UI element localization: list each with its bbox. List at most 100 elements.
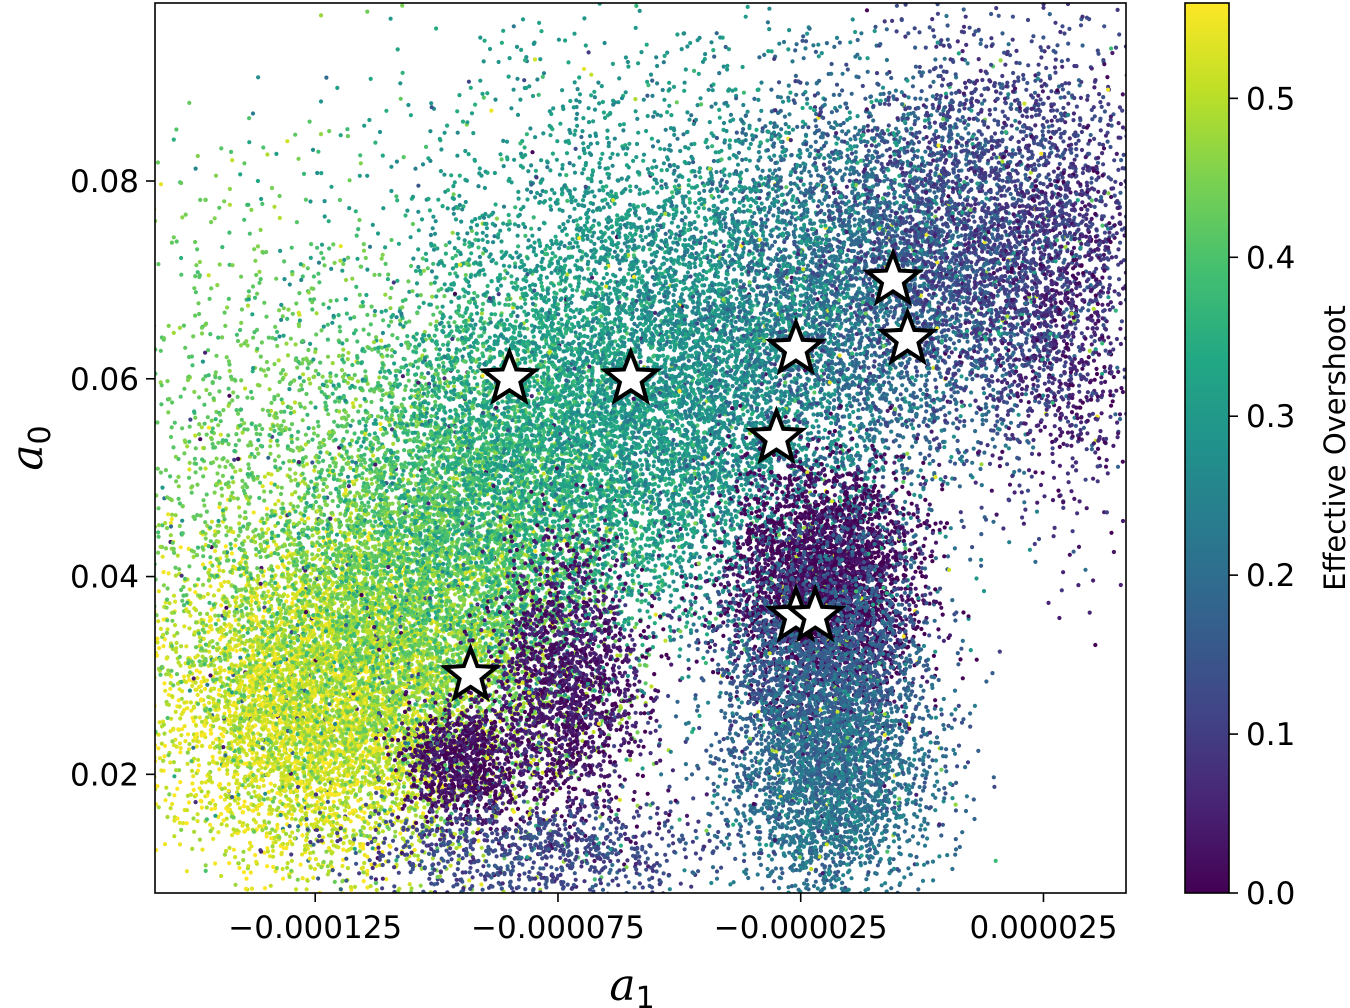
scatter-point <box>294 817 298 821</box>
scatter-point <box>145 731 149 735</box>
scatter-point <box>266 589 270 593</box>
scatter-point <box>329 759 333 763</box>
scatter-point <box>179 545 183 549</box>
scatter-point <box>294 751 298 755</box>
scatter-point <box>131 625 135 629</box>
scatter-point <box>241 810 245 814</box>
scatter-point <box>158 756 162 760</box>
scatter-point <box>351 753 355 757</box>
scatter-point <box>211 837 215 841</box>
scatter-point <box>351 788 355 792</box>
scatter-point <box>186 732 190 736</box>
scatter-point <box>374 821 378 825</box>
scatter-point <box>175 672 179 676</box>
scatter-point <box>216 618 220 622</box>
scatter-point <box>199 689 203 693</box>
scatter-point <box>206 630 210 634</box>
scatter-point <box>398 896 402 900</box>
scatter-point <box>161 644 165 648</box>
scatter-point <box>238 755 242 759</box>
scatter-point <box>343 902 347 906</box>
scatter-point <box>238 656 242 660</box>
scatter-point <box>213 814 217 818</box>
scatter-point <box>383 809 387 813</box>
scatter-point <box>125 793 129 797</box>
scatter-point <box>208 584 212 588</box>
scatter-point <box>188 614 192 618</box>
scatter-point <box>247 783 251 787</box>
scatter-point <box>176 554 180 558</box>
scatter-point <box>284 783 288 787</box>
scatter-point <box>163 842 167 846</box>
scatter-point <box>47 630 51 634</box>
scatter-point <box>233 855 237 859</box>
scatter-point <box>168 601 172 605</box>
scatter-point <box>254 615 258 619</box>
scatter-point <box>234 644 238 648</box>
scatter-point <box>200 733 204 737</box>
scatter-point <box>311 595 315 599</box>
scatter-point <box>211 741 215 745</box>
scatter-point <box>286 594 290 598</box>
scatter-point <box>333 766 337 770</box>
scatter-point <box>142 653 146 657</box>
scatter-point <box>395 797 399 801</box>
scatter-point <box>288 834 292 838</box>
scatter-point <box>197 763 201 767</box>
scatter-point <box>227 861 231 865</box>
scatter-point <box>288 748 292 752</box>
scatter-point <box>173 623 177 627</box>
scatter-point <box>235 649 239 653</box>
scatter-point <box>196 769 200 773</box>
scatter-point <box>194 724 198 728</box>
scatter-point <box>290 601 294 605</box>
scatter-point <box>325 617 329 621</box>
scatter-point <box>227 789 231 793</box>
scatter-point <box>175 816 179 820</box>
scatter-point <box>178 687 182 691</box>
scatter-point <box>377 616 381 620</box>
scatter-point <box>246 791 250 795</box>
scatter-point <box>251 809 255 813</box>
scatter-point <box>220 822 224 826</box>
scatter-point <box>227 782 231 786</box>
scatter-point <box>261 615 265 619</box>
scatter-point <box>191 816 195 820</box>
scatter-point <box>309 893 313 897</box>
scatter-point <box>269 782 273 786</box>
scatter-point <box>211 697 215 701</box>
scatter-point <box>172 774 176 778</box>
scatter-point <box>212 593 216 597</box>
scatter-point <box>281 829 285 833</box>
scatter-point <box>234 711 238 715</box>
scatter-point <box>121 665 125 669</box>
scatter-point <box>288 895 292 899</box>
scatter-point <box>263 766 267 770</box>
scatter-point <box>190 847 194 851</box>
scatter-point <box>245 823 249 827</box>
scatter-point <box>250 599 254 603</box>
scatter-point <box>143 668 147 672</box>
scatter-point <box>189 700 193 704</box>
scatter-point <box>219 732 223 736</box>
scatter-point <box>246 734 250 738</box>
scatter-point <box>136 599 140 603</box>
scatter-point <box>121 719 125 723</box>
scatter-point <box>233 798 237 802</box>
scatter-point <box>371 454 375 458</box>
scatter-point <box>194 681 198 685</box>
scatter-point <box>234 600 238 604</box>
scatter-point <box>164 786 168 790</box>
scatter-point <box>294 887 298 891</box>
scatter-point <box>92 721 96 725</box>
scatter-point <box>80 675 84 679</box>
scatter-point <box>250 607 254 611</box>
scatter-points <box>0 0 1289 1008</box>
scatter-point <box>98 602 102 606</box>
scatter-point <box>211 755 215 759</box>
scatter-point <box>290 817 294 821</box>
scatter-point <box>422 805 426 809</box>
scatter-point <box>317 962 321 966</box>
scatter-point <box>232 775 236 779</box>
scatter-point <box>179 746 183 750</box>
